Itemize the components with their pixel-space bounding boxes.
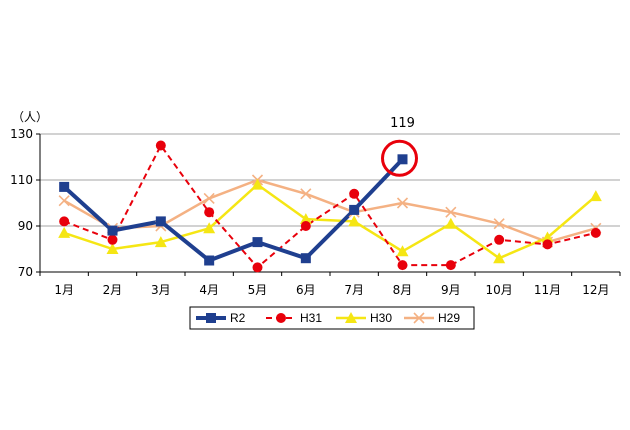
point-h30: [444, 217, 457, 229]
point-h30: [203, 222, 216, 234]
x-tick-label: 3月: [151, 283, 171, 297]
point-h31: [397, 260, 408, 271]
point-h31: [204, 207, 215, 218]
x-tick-label: 9月: [441, 283, 461, 297]
point-h29: [203, 192, 215, 204]
series-line-h29: [63, 178, 597, 244]
legend-marker-h29: [413, 312, 425, 324]
highlight-circle: [381, 139, 418, 177]
series-line-r2: [62, 157, 404, 263]
legend-box: [189, 306, 475, 330]
legend-label-h29: H29: [438, 311, 460, 325]
legend-item-h31: H31: [266, 311, 322, 325]
point-h30: [251, 178, 264, 190]
y-axis-unit: （人）: [12, 110, 48, 124]
y-tick-label: 90: [18, 219, 33, 233]
point-h30: [106, 243, 119, 254]
point-h30: [58, 226, 71, 238]
legend-label-h31: H31: [300, 311, 322, 325]
point-h29: [445, 206, 457, 218]
point-h31: [349, 188, 360, 199]
x-tick-label: 11月: [534, 283, 561, 297]
point-h31: [155, 140, 166, 151]
point-r2: [252, 237, 263, 248]
x-tick-label: 8月: [393, 283, 413, 297]
point-h30: [154, 236, 167, 248]
x-tick-label: 4月: [199, 283, 219, 297]
point-r2: [397, 154, 408, 165]
y-tick-label: 130: [10, 127, 33, 141]
x-axis-ticks: 1月 2月 3月 4月 5月 6月 7月 8月 9月 10月 11月 12月: [54, 283, 609, 297]
point-h29: [396, 197, 409, 209]
series-line-h31: [63, 144, 597, 269]
series-markers: [58, 140, 602, 273]
point-h31: [252, 262, 263, 273]
point-h30: [348, 215, 361, 227]
point-h30: [396, 245, 409, 257]
point-r2: [59, 181, 70, 192]
highlight-annotation: 119: [381, 116, 418, 177]
series-lines: [62, 144, 597, 269]
y-tick-label: 110: [10, 173, 33, 187]
series-line-h30: [63, 183, 597, 260]
point-r2: [107, 225, 118, 236]
x-tick-label: 12月: [582, 283, 609, 297]
x-tick-label: 5月: [248, 283, 268, 297]
point-h30: [493, 252, 506, 264]
point-r2: [300, 253, 311, 264]
x-tick-label: 10月: [486, 283, 513, 297]
point-h31: [107, 234, 118, 245]
legend-label-r2: R2: [230, 311, 246, 325]
point-h31: [494, 234, 505, 245]
y-axis-ticks: 70 90 110 130: [10, 127, 33, 279]
legend-item-r2: R2: [196, 311, 246, 325]
point-r2: [155, 216, 166, 227]
point-h30: [589, 190, 602, 202]
highlight-value-label: 119: [390, 116, 415, 131]
point-h31: [300, 221, 311, 231]
point-h31: [59, 216, 70, 227]
point-r2: [204, 255, 215, 266]
point-h31: [445, 260, 456, 271]
x-tick-label: 6月: [296, 283, 316, 297]
legend-item-h30: H30: [336, 311, 392, 325]
point-h30: [541, 231, 554, 243]
point-h30: [299, 213, 312, 225]
point-r2: [349, 204, 360, 215]
y-tick-label: 70: [18, 265, 33, 279]
point-h29: [300, 188, 312, 200]
legend: R2 H31 H30 H29: [189, 306, 475, 330]
x-tick-label: 2月: [103, 283, 123, 297]
legend-label-h30: H30: [370, 311, 392, 325]
legend-marker-h31: [276, 313, 286, 323]
legend-marker-r2: [206, 313, 216, 323]
point-h31: [590, 227, 601, 238]
x-tick-label: 1月: [54, 283, 74, 297]
x-tick-label: 7月: [344, 283, 364, 297]
point-h31: [542, 239, 553, 250]
point-h29: [58, 195, 70, 207]
axes: [36, 133, 621, 276]
point-h29: [493, 218, 505, 230]
legend-marker-h30: [345, 312, 357, 323]
legend-item-h29: H29: [404, 311, 460, 325]
